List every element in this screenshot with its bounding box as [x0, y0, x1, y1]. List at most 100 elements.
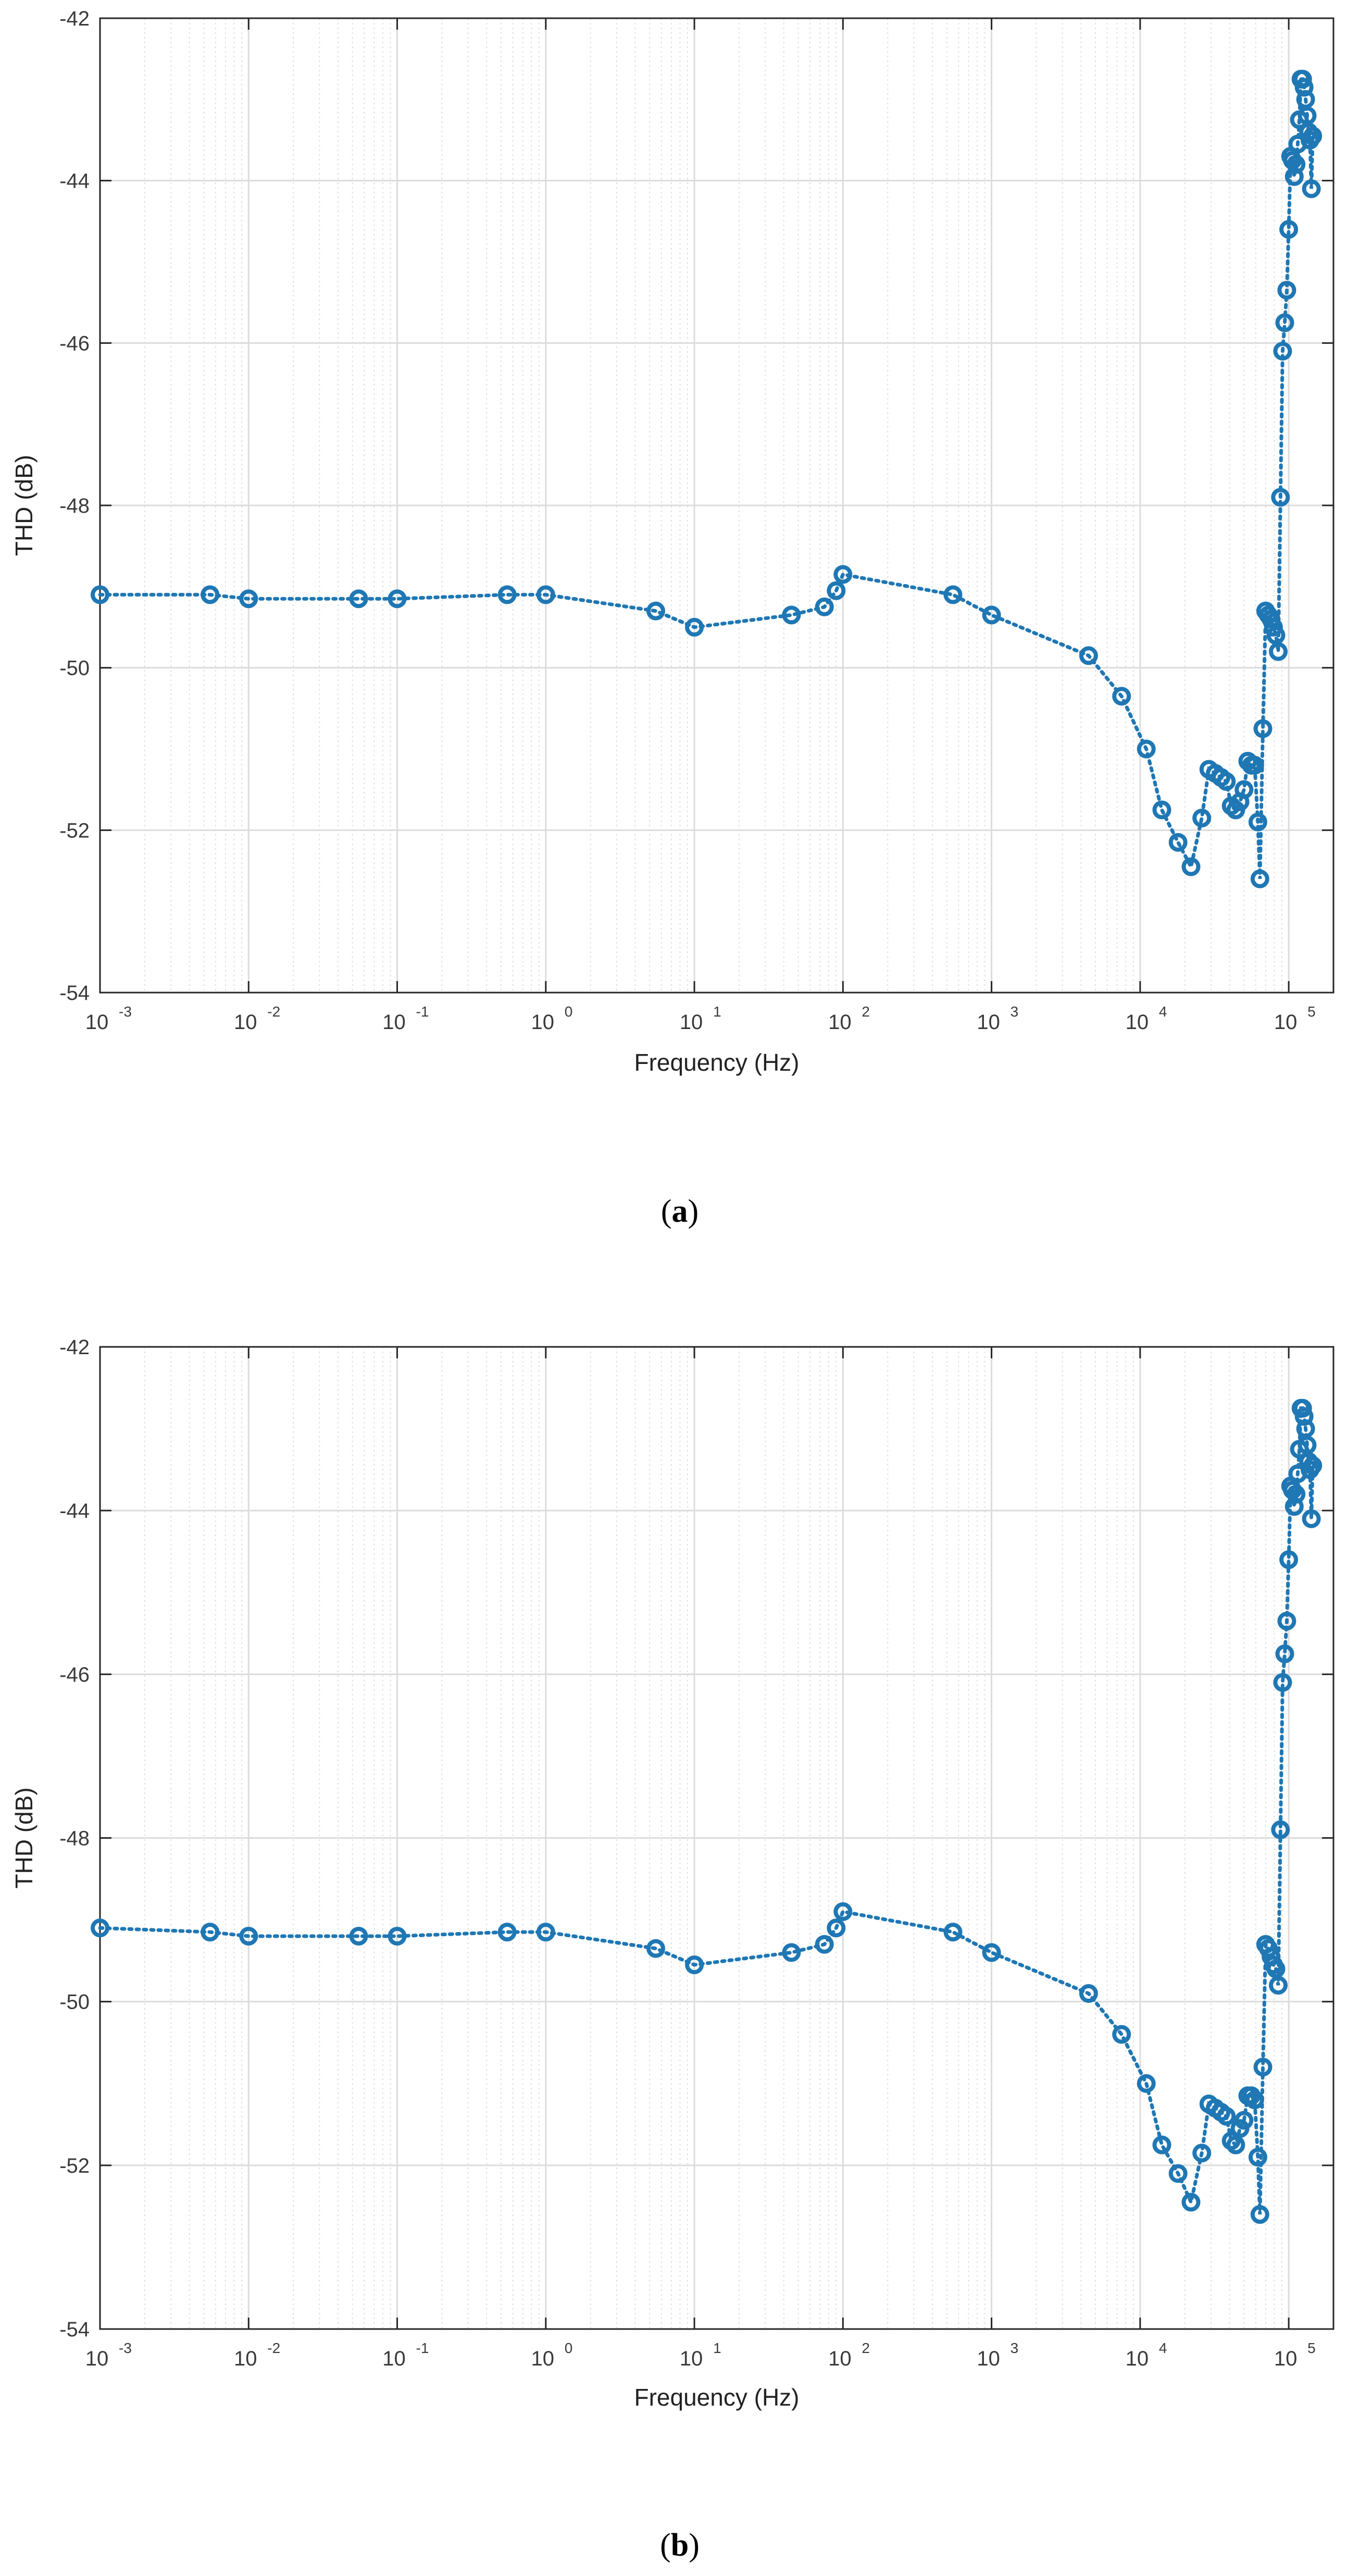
- x-tick-exponent: -3: [119, 1004, 132, 1020]
- data-point: [1112, 687, 1131, 706]
- grid-a: [99, 17, 1334, 994]
- x-tick-exponent: 0: [565, 1004, 573, 1020]
- y-tick-label: -50: [59, 657, 90, 680]
- data-point: [815, 1935, 834, 1954]
- x-tick-exponent: -2: [267, 1004, 280, 1020]
- y-tick-label: -46: [59, 332, 90, 355]
- panel-caption-a: (a): [661, 1194, 699, 1229]
- data-series-a: [91, 69, 1323, 888]
- data-point: [239, 1927, 258, 1946]
- y-tick-label: -50: [59, 1991, 90, 2014]
- data-point: [1302, 179, 1321, 199]
- x-tick-exponent: -1: [416, 1004, 429, 1020]
- data-point: [1217, 2107, 1236, 2126]
- data-point: [815, 597, 834, 616]
- data-point: [1192, 2144, 1212, 2163]
- x-tick-exponent: 3: [1011, 2340, 1019, 2356]
- y-axis-label-b: THD (dB): [10, 1787, 38, 1888]
- data-point: [646, 1939, 665, 1958]
- data-point: [349, 589, 368, 609]
- data-series-b: [91, 1398, 1323, 2224]
- data-point: [1181, 857, 1201, 876]
- y-tick-label: -44: [59, 1500, 90, 1522]
- data-point: [1168, 833, 1188, 852]
- data-point: [1279, 220, 1299, 239]
- panel-caption-b: (b): [660, 2528, 700, 2563]
- x-tick-label: 10: [234, 2347, 257, 2370]
- x-tick-exponent: -1: [416, 2340, 429, 2356]
- data-point: [833, 1902, 853, 1921]
- data-point: [388, 1927, 407, 1946]
- x-tick-label: 10: [680, 1011, 703, 1034]
- x-tick-label: 10: [531, 2347, 555, 2370]
- x-tick-label: 10: [382, 1011, 406, 1034]
- data-point: [201, 1923, 220, 1942]
- x-tick-label: 10: [1126, 2347, 1149, 2370]
- data-point: [1279, 1550, 1299, 1569]
- x-tick-exponent: 4: [1159, 2340, 1167, 2356]
- x-tick-label: 10: [828, 1011, 852, 1034]
- data-point: [1264, 617, 1283, 637]
- data-point: [982, 1943, 1001, 1962]
- x-tick-exponent: 2: [862, 1004, 870, 1020]
- x-tick-exponent: 2: [862, 2340, 870, 2356]
- x-tick-label: 10: [1274, 2347, 1298, 2370]
- data-point: [1273, 341, 1292, 361]
- y-tick-label: -52: [59, 2154, 90, 2177]
- x-tick-label: 10: [531, 1011, 555, 1034]
- data-point: [1287, 1484, 1306, 1504]
- data-point: [1271, 488, 1290, 507]
- data-point: [827, 581, 846, 600]
- data-point: [827, 1918, 846, 1938]
- x-tick-label: 10: [1274, 1011, 1298, 1034]
- data-point: [1250, 2205, 1269, 2224]
- x-tick-exponent: 5: [1307, 2340, 1316, 2356]
- data-point: [1248, 2148, 1267, 2167]
- data-point: [1079, 1984, 1098, 2003]
- x-tick-exponent: 0: [565, 2340, 573, 2356]
- data-point: [1269, 642, 1288, 661]
- data-point: [536, 585, 555, 604]
- data-point: [1192, 809, 1212, 827]
- data-point: [1079, 646, 1098, 665]
- data-point: [1245, 756, 1264, 775]
- data-point: [1181, 2193, 1201, 2212]
- data-point: [1273, 1673, 1292, 1692]
- x-tick-label: 10: [680, 2347, 703, 2370]
- x-tick-label: 10: [977, 1011, 1000, 1034]
- data-point: [685, 1955, 704, 1974]
- data-point: [1137, 2074, 1156, 2093]
- y-axis-label-a: THD (dB): [10, 455, 38, 556]
- x-tick-label: 10: [85, 1011, 109, 1034]
- data-point: [1303, 127, 1323, 145]
- panel-letter-a: a: [672, 1194, 688, 1229]
- data-point: [239, 589, 258, 609]
- x-tick-exponent: 1: [713, 2340, 721, 2356]
- data-point: [685, 617, 704, 637]
- data-point: [388, 589, 407, 609]
- data-point: [1253, 2058, 1273, 2077]
- x-tick-label: 10: [977, 2347, 1000, 2370]
- data-point: [646, 601, 665, 621]
- data-point: [1217, 772, 1236, 791]
- data-point: [1152, 2135, 1171, 2154]
- data-point: [1234, 2111, 1254, 2130]
- y-tick-label: -52: [59, 819, 90, 842]
- x-tick-exponent: -3: [119, 2340, 132, 2356]
- data-point: [943, 585, 963, 604]
- x-tick-exponent: -2: [267, 2340, 280, 2356]
- x-tick-exponent: 4: [1159, 1004, 1167, 1020]
- x-tick-label: 10: [234, 1011, 257, 1034]
- y-tick-label: -44: [59, 170, 90, 193]
- x-tick-exponent: 3: [1011, 1004, 1019, 1020]
- y-tick-label: -46: [59, 1663, 90, 1686]
- y-tick-label: -54: [59, 2318, 90, 2341]
- data-point: [91, 585, 109, 604]
- x-tick-label: 10: [382, 2347, 406, 2370]
- data-point: [536, 1923, 555, 1942]
- x-tick-exponent: 5: [1307, 1004, 1316, 1020]
- data-point: [1277, 1612, 1296, 1631]
- data-point: [1137, 739, 1156, 759]
